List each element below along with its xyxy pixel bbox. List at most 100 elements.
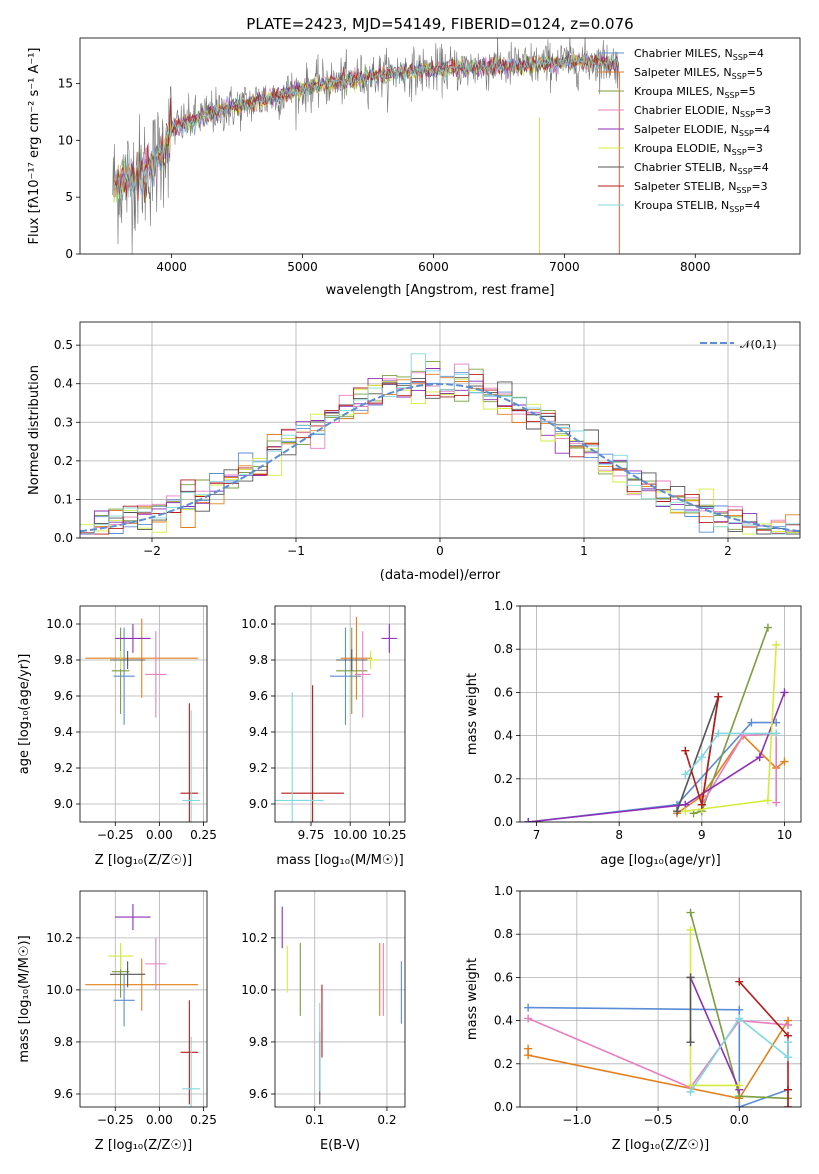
- x-tick-label: 6000: [418, 260, 449, 274]
- axes-frame: [274, 605, 406, 823]
- x-axis-label: wavelength [Angstrom, rest frame]: [326, 283, 555, 298]
- y-axis-label: mass weight: [465, 673, 480, 755]
- weight-marker: [780, 688, 789, 697]
- weight-marker: [524, 818, 533, 822]
- weight-marker: [686, 925, 695, 934]
- weight-marker: [686, 1087, 695, 1096]
- x-tick-label: −0.25: [97, 1113, 134, 1127]
- weight-marker: [784, 1085, 793, 1094]
- weight-marker: [747, 718, 756, 727]
- weight-marker: [735, 1005, 744, 1014]
- x-tick-label: −1: [287, 544, 305, 558]
- weight-marker: [714, 729, 723, 738]
- weight-marker: [735, 1014, 744, 1023]
- axes-residuals: −2 −1 0 1 2 0.0 0.1 0.2 0.3 0.4 0.5 (data-model)/er…: [27, 321, 801, 583]
- weight-marker: [686, 1038, 695, 1047]
- x-tick-label: 0.00: [146, 828, 173, 842]
- y-tick-label: 9.8: [54, 1035, 73, 1049]
- y-tick-label: 0.2: [494, 1057, 513, 1071]
- y-axis-label: mass [log₁₀(M/M☉)]: [17, 935, 32, 1062]
- spectrum-title: PLATE=2423, MJD=54149, FIBERID=0124, z=0…: [246, 15, 633, 33]
- axes-weight-vs-age: 7 8 9 10 0.0 0.2 0.4 0.6 0.8 1.0 age [log₁₀(age/yr…: [465, 599, 802, 868]
- legend-label: Chabrier MILES, NSSP=4: [634, 47, 764, 62]
- y-tick-label: 9.4: [54, 725, 73, 739]
- plot-area: [524, 623, 789, 822]
- y-tick-label: 9.0: [54, 797, 73, 811]
- x-tick-label: 1: [580, 544, 588, 558]
- x-tick-label: 0.00: [146, 1113, 173, 1127]
- axes-weight-vs-Z: −1.0 −0.5 0.0 0.0 0.2 0.4 0.6 0.8 1.0 Z [log₁₀(Z/…: [465, 884, 802, 1153]
- plot-area: [275, 616, 398, 822]
- weight-line-6: [676, 696, 720, 812]
- weight-line-5: [689, 929, 740, 1087]
- y-tick-label: 10.0: [46, 983, 73, 997]
- x-tick-label: 10.00: [333, 828, 367, 842]
- weight-marker: [524, 1003, 533, 1012]
- weight-marker: [735, 1103, 744, 1107]
- x-axis-label: (data-model)/error: [380, 568, 501, 583]
- legend-label: Salpeter ELODIE, NSSP=4: [634, 123, 770, 138]
- legend-label: Kroupa STELIB, NSSP=4: [634, 199, 760, 214]
- x-tick-label: −0.5: [643, 1113, 672, 1127]
- weight-marker: [763, 796, 772, 805]
- y-tick-label: 9.6: [54, 1087, 73, 1101]
- weight-marker: [735, 977, 744, 986]
- y-tick-label: 15: [58, 76, 73, 90]
- histogram-7: [80, 374, 800, 535]
- y-tick-label: 10.2: [46, 931, 73, 945]
- legend-label: Kroupa ELODIE, NSSP=3: [634, 142, 763, 157]
- x-axis-label: age [log₁₀(age/yr)]: [600, 853, 721, 868]
- weight-marker: [697, 800, 706, 809]
- weight-marker: [784, 1020, 793, 1029]
- y-tick-label: 9.8: [54, 653, 73, 667]
- legend-label: Salpeter MILES, NSSP=5: [634, 66, 763, 81]
- weight-line-5: [685, 644, 777, 812]
- y-tick-label: 0.6: [494, 970, 513, 984]
- axes-mass-vs-EBV: 0.1 0.2 9.6 9.8 10.0 10.2 E(B-V): [241, 890, 406, 1153]
- weight-marker: [714, 692, 723, 701]
- x-tick-label: 0.2: [377, 1113, 396, 1127]
- x-tick-label: 5000: [287, 260, 318, 274]
- x-tick-label: 0: [436, 544, 444, 558]
- y-tick-label: 0.0: [494, 1100, 513, 1114]
- y-tick-label: 9.8: [249, 1035, 268, 1049]
- plot-area: [85, 904, 200, 1107]
- weight-marker: [686, 973, 695, 982]
- y-tick-label: 9.6: [54, 689, 73, 703]
- legend-label: 𝒩(0,1): [740, 338, 777, 351]
- legend-label: Chabrier STELIB, NSSP=4: [634, 161, 769, 176]
- y-tick-label: 10.2: [241, 931, 268, 945]
- axes-frame: [274, 890, 406, 1108]
- y-tick-label: 0.0: [494, 815, 513, 829]
- x-tick-label: 9.75: [298, 828, 325, 842]
- axes-frame: [79, 605, 208, 823]
- axes-frame: [79, 890, 208, 1108]
- x-tick-label: −0.25: [97, 828, 134, 842]
- weight-marker: [763, 623, 772, 632]
- weight-line-3: [701, 732, 778, 806]
- y-axis-label: Flux [fλ10⁻¹⁷ erg cm⁻² s⁻¹ A⁻¹]: [27, 48, 42, 245]
- y-tick-label: 9.6: [249, 1087, 268, 1101]
- legend-label: Chabrier ELODIE, NSSP=3: [634, 104, 771, 119]
- y-tick-label: 5: [65, 190, 73, 204]
- y-tick-label: 0.4: [494, 729, 513, 743]
- weight-line-4: [689, 977, 741, 1091]
- x-tick-label: 0.25: [190, 828, 217, 842]
- y-tick-label: 0.0: [54, 531, 73, 545]
- model-spectrum-8: [113, 51, 619, 204]
- weight-line-8: [689, 1017, 789, 1093]
- y-axis-label: Normed distribution: [27, 365, 42, 495]
- weight-line-8: [684, 732, 777, 776]
- weight-marker: [681, 807, 690, 816]
- y-tick-label: 10.0: [46, 617, 73, 631]
- legend-label: Kroupa MILES, NSSP=5: [634, 85, 756, 100]
- x-tick-label: 4000: [156, 260, 187, 274]
- x-tick-label: −2: [143, 544, 161, 558]
- y-axis-label: age [log₁₀(age/yr)]: [17, 654, 32, 775]
- y-tick-label: 0.4: [494, 1014, 513, 1028]
- x-tick-label: 0.0: [730, 1113, 749, 1127]
- axes-spectrum: 4000 5000 6000 7000 8000 0 5 10 15 wavelength [An…: [27, 37, 801, 298]
- y-tick-label: 9.0: [249, 797, 268, 811]
- x-axis-label: E(B-V): [320, 1138, 360, 1153]
- plot-area: [524, 908, 793, 1107]
